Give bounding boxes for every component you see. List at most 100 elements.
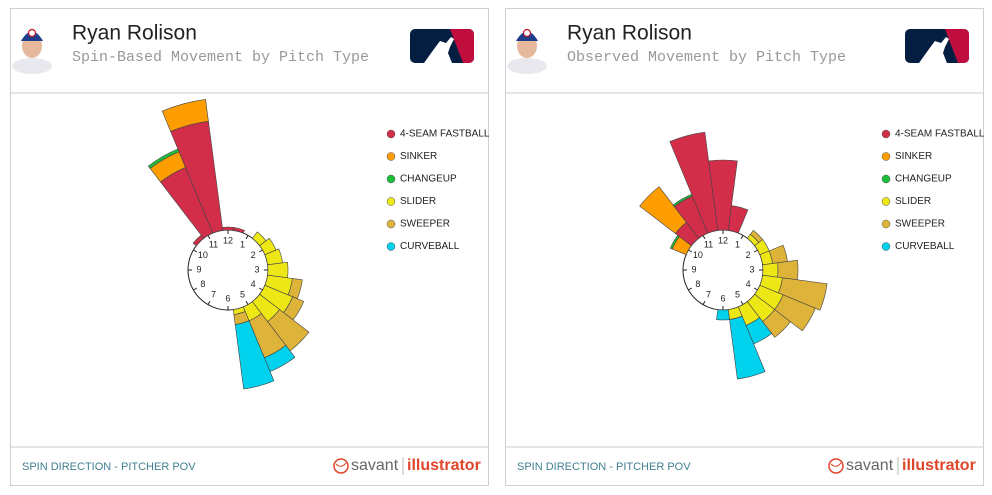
brand-icon-seam bbox=[335, 462, 347, 467]
legend-swatch bbox=[386, 174, 396, 184]
clock-tick bbox=[245, 300, 249, 305]
subtitle: Observed Movement by Pitch Type bbox=[567, 49, 846, 66]
legend-label: SWEEPER bbox=[400, 219, 450, 230]
clock-label: 10 bbox=[198, 250, 208, 260]
legend-label: CHANGEUP bbox=[400, 174, 457, 185]
clock-tick bbox=[245, 235, 249, 240]
clock-label: 11 bbox=[209, 239, 218, 249]
wedge bbox=[716, 309, 730, 321]
clock-label: 8 bbox=[695, 279, 700, 289]
legend-swatch bbox=[881, 197, 891, 206]
clock-label: 3 bbox=[749, 264, 754, 274]
mlb-logo bbox=[905, 29, 969, 63]
wedge bbox=[161, 99, 209, 132]
clock-label: 7 bbox=[211, 289, 216, 299]
clock-tick bbox=[193, 249, 198, 253]
wedge bbox=[234, 320, 275, 390]
player-name: Ryan Rolison bbox=[567, 22, 692, 45]
brand-icon-seam bbox=[830, 462, 842, 467]
logo-red bbox=[450, 29, 474, 63]
clock-label: 3 bbox=[254, 264, 259, 274]
wedge bbox=[729, 315, 766, 380]
wedge bbox=[222, 226, 234, 231]
wedge bbox=[708, 159, 738, 231]
clock-label: 11 bbox=[704, 239, 713, 249]
clock-label: 6 bbox=[720, 293, 725, 303]
clock-label: 2 bbox=[251, 250, 256, 260]
legend-label: CURVEBALL bbox=[895, 241, 955, 252]
clock-label: 6 bbox=[225, 293, 230, 303]
legend-label: SINKER bbox=[895, 151, 932, 162]
clock-label: 5 bbox=[735, 289, 740, 299]
clock-label: 8 bbox=[200, 279, 205, 289]
clock-tick bbox=[740, 300, 744, 305]
wedge bbox=[639, 186, 687, 234]
clock-tick bbox=[702, 235, 706, 240]
clock-tick bbox=[193, 287, 198, 291]
legend-swatch bbox=[881, 174, 891, 184]
clock-tick bbox=[207, 300, 211, 305]
legend-swatch bbox=[881, 152, 891, 161]
clock-tick bbox=[258, 287, 263, 291]
legend-swatch bbox=[386, 242, 396, 251]
headshot-shoulders bbox=[12, 58, 52, 74]
clock-tick bbox=[740, 235, 744, 240]
brand-savant: savant bbox=[351, 457, 399, 474]
legend-label: SLIDER bbox=[895, 196, 931, 207]
clock-label: 10 bbox=[693, 250, 703, 260]
caption: SPIN DIRECTION - PITCHER POV bbox=[22, 461, 196, 473]
legend-label: 4-SEAM FASTBALL bbox=[400, 129, 490, 140]
clock-tick bbox=[753, 287, 758, 291]
legend-swatch bbox=[881, 129, 891, 139]
clock-label: 7 bbox=[706, 289, 711, 299]
clock-label: 4 bbox=[746, 279, 751, 289]
clock-label: 5 bbox=[240, 289, 245, 299]
brand-savant: savant bbox=[846, 457, 894, 474]
wedge bbox=[232, 227, 245, 234]
card: Ryan Rolison Spin-Based Movement by Pitch… bbox=[10, 8, 490, 486]
headshot bbox=[12, 28, 52, 74]
legend-label: 4-SEAM FASTBALL bbox=[895, 129, 985, 140]
legend-swatch bbox=[386, 197, 396, 206]
wedge bbox=[778, 277, 828, 311]
subtitle: Spin-Based Movement by Pitch Type bbox=[72, 49, 369, 66]
clock-label: 12 bbox=[223, 235, 233, 245]
legend-label: SINKER bbox=[400, 151, 437, 162]
clock-tick bbox=[753, 249, 758, 253]
legend-swatch bbox=[881, 219, 891, 229]
headshot bbox=[507, 28, 547, 74]
brand-illustrator: illustrator bbox=[902, 457, 976, 474]
brand-illustrator: illustrator bbox=[407, 457, 481, 474]
wedge bbox=[762, 262, 779, 278]
clock-label: 2 bbox=[746, 250, 751, 260]
headshot-shoulders bbox=[507, 58, 547, 74]
legend-swatch bbox=[881, 242, 891, 251]
legend-label: SLIDER bbox=[400, 196, 436, 207]
logo-figure bbox=[424, 37, 454, 63]
caption: SPIN DIRECTION - PITCHER POV bbox=[517, 461, 691, 473]
clock-label: 4 bbox=[251, 279, 256, 289]
logo-red bbox=[945, 29, 969, 63]
cap-logo bbox=[27, 28, 37, 38]
clock-label: 1 bbox=[240, 239, 245, 249]
clock-label: 1 bbox=[735, 239, 740, 249]
clock-tick bbox=[258, 249, 263, 253]
legend-label: CHANGEUP bbox=[895, 174, 952, 185]
clock-tick bbox=[688, 287, 693, 291]
clock-label: 12 bbox=[718, 235, 728, 245]
clock-label: 9 bbox=[691, 264, 696, 274]
logo-figure bbox=[919, 37, 949, 63]
wedge bbox=[669, 131, 719, 234]
wedge bbox=[777, 259, 799, 281]
legend-swatch bbox=[386, 219, 396, 229]
legend-label: CURVEBALL bbox=[400, 241, 460, 252]
legend-label: SWEEPER bbox=[895, 219, 945, 230]
legend-swatch bbox=[386, 152, 396, 161]
cap-logo bbox=[522, 28, 532, 38]
legend-swatch bbox=[386, 129, 396, 139]
card: Ryan Rolison Observed Movement by Pitch T… bbox=[505, 8, 985, 486]
mlb-logo bbox=[410, 29, 474, 63]
clock-tick bbox=[702, 300, 706, 305]
clock-label: 9 bbox=[196, 264, 201, 274]
